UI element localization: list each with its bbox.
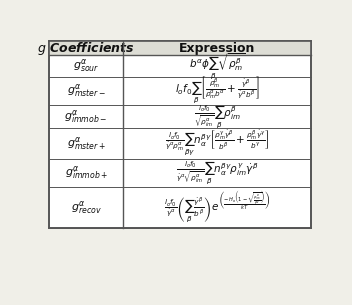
Bar xyxy=(49,41,311,56)
Text: $\frac{l_o f_0}{\dot{\gamma}^{\alpha}\rho^{\alpha}_{m}}\sum_{\beta\gamma}n^{\bet: $\frac{l_o f_0}{\dot{\gamma}^{\alpha}\rh… xyxy=(165,129,269,158)
Text: $\frac{l_o f_0}{\sqrt{\rho^{\alpha}_{im}}}\sum_{\beta}\rho^{\beta}_{im}$: $\frac{l_o f_0}{\sqrt{\rho^{\alpha}_{im}… xyxy=(194,103,240,130)
Text: $g^{\alpha}_{immob+}$: $g^{\alpha}_{immob+}$ xyxy=(64,164,108,181)
Text: $g^{\alpha}_{recov}$: $g^{\alpha}_{recov}$ xyxy=(71,199,101,216)
Text: $g$ Coefficients: $g$ Coefficients xyxy=(37,40,135,57)
Text: $\frac{l_o f_0}{\dot{\gamma}^{\alpha}\sqrt{\rho^{\alpha}_{im}}}\sum_{\beta}n^{\b: $\frac{l_o f_0}{\dot{\gamma}^{\alpha}\sq… xyxy=(176,160,258,186)
Bar xyxy=(49,41,311,228)
Text: $l_o f_0\sum_{\beta}\left[\frac{\rho^{\beta}_{m}}{\rho^{\alpha}_{m}b^{\alpha}}+\: $l_o f_0\sum_{\beta}\left[\frac{\rho^{\b… xyxy=(175,75,259,106)
Text: $b^{\alpha}\phi\sum_{\beta}\sqrt{\rho^{\beta}_{m}}$: $b^{\alpha}\phi\sum_{\beta}\sqrt{\rho^{\… xyxy=(189,51,245,81)
Text: $g^{\alpha}_{sour}$: $g^{\alpha}_{sour}$ xyxy=(73,57,99,74)
Text: $g^{\alpha}_{mster+}$: $g^{\alpha}_{mster+}$ xyxy=(67,135,106,152)
Text: $\frac{l_o f_0}{\dot{\gamma}^{\alpha}}\left(\sum_{\beta}\frac{\dot{\gamma}^{\bet: $\frac{l_o f_0}{\dot{\gamma}^{\alpha}}\l… xyxy=(164,189,270,226)
Text: $g^{\alpha}_{mster-}$: $g^{\alpha}_{mster-}$ xyxy=(67,82,106,99)
Text: $g^{\alpha}_{immob-}$: $g^{\alpha}_{immob-}$ xyxy=(64,108,108,125)
Text: Expression: Expression xyxy=(179,42,255,55)
